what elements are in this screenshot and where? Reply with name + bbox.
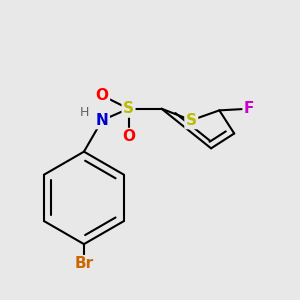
Text: Br: Br (74, 256, 94, 272)
Text: O: O (96, 88, 109, 103)
Text: O: O (122, 129, 135, 144)
Text: S: S (186, 113, 197, 128)
Text: H: H (79, 106, 88, 118)
Text: N: N (96, 113, 109, 128)
Text: F: F (244, 101, 254, 116)
Text: S: S (123, 101, 134, 116)
